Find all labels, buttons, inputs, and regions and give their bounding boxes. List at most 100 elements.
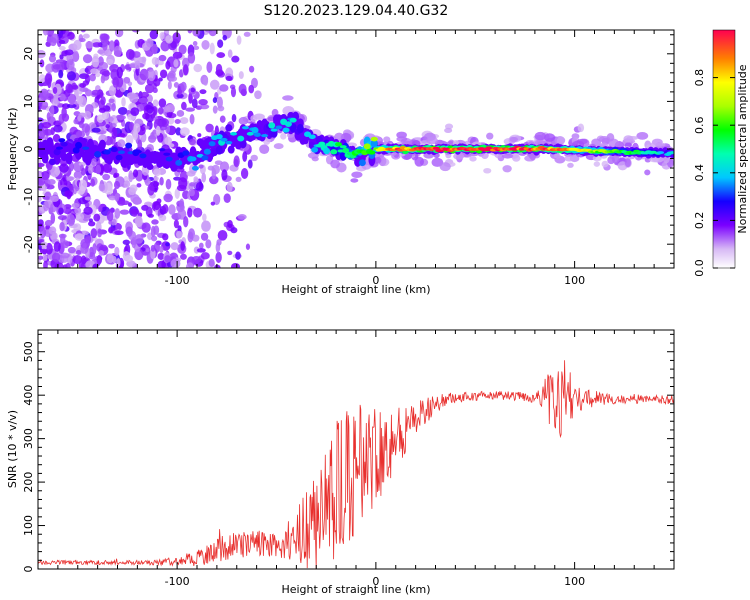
spectrogram-cell (212, 105, 218, 114)
spectrogram-cell (114, 246, 120, 256)
spectrogram-cell (201, 40, 210, 50)
spectrogram-cell (98, 183, 106, 192)
spectrogram-cell (330, 159, 341, 169)
spectrogram-cell (150, 244, 156, 252)
spectrogram-cell (97, 49, 105, 55)
spectrogram-ridge-cell (55, 146, 63, 150)
spectrogram-cell (280, 132, 287, 140)
snr-xtick-label: 100 (564, 575, 585, 588)
spectrogram-cell (65, 262, 71, 268)
spectrogram-cell (159, 176, 164, 186)
spectrogram-cell (191, 98, 198, 109)
spectrogram-cell (222, 34, 228, 41)
spectrogram-cell (74, 233, 85, 241)
snr-ylabel: SNR (10 * v/v) (6, 410, 19, 488)
spectrogram-cell (102, 163, 113, 174)
spectrogram-cell (147, 69, 156, 82)
spectrogram-cell (44, 73, 53, 85)
spectrogram-cell (212, 97, 218, 104)
spectrogram-cell (176, 93, 184, 99)
spectrogram-cell (159, 32, 165, 40)
spectrogram-cell (72, 50, 80, 62)
spectrogram-cell (188, 92, 193, 104)
spectrogram-cell (168, 70, 176, 79)
spectrogram-cell (83, 206, 93, 215)
spectrogram-cell (128, 170, 134, 183)
spectrogram-ridge-cell (48, 158, 56, 166)
spectrogram-ridge-cell (323, 147, 331, 155)
spectrogram-ridge-cell (370, 139, 378, 148)
spectrogram-cell (216, 239, 222, 246)
spectrogram-cell (42, 254, 48, 262)
spectrogram-cell (431, 157, 444, 167)
spectrogram-cell (117, 132, 126, 138)
spectrogram-cell (215, 251, 222, 264)
spectrogram-cell (39, 226, 47, 239)
spectrogram-cell (57, 30, 64, 39)
spectrogram-cell (151, 219, 159, 225)
spectrogram-cell (75, 130, 86, 139)
spectrogram-ridge-cell (225, 124, 233, 132)
spectrogram-ridge-cell (53, 148, 61, 156)
spectrogram-cell (53, 97, 59, 105)
spectrogram-cell (567, 162, 574, 168)
spectrogram-cell (556, 137, 565, 146)
spectrogram-cell (115, 30, 124, 38)
spectrogram-cell (82, 54, 93, 64)
spectrogram-cell (195, 181, 204, 192)
spectrogram-cell (607, 138, 619, 148)
spectrogram-cell (108, 98, 115, 104)
spectrogram-cell (200, 252, 210, 260)
spectrogram-cell (183, 216, 189, 228)
spectrogram-ridge-cell (203, 148, 211, 155)
spectrogram-cell (197, 133, 202, 138)
spectrogram-cell (165, 242, 170, 247)
spectrogram-ridge-cell (311, 146, 319, 153)
spectrogram-cell (188, 188, 195, 197)
spectrogram-cell (185, 107, 195, 112)
spectrogram-cell (144, 83, 155, 94)
spectrogram-cell (100, 33, 109, 41)
spectrogram-ridge-cell (656, 151, 664, 155)
spectrogram-cell (111, 127, 118, 139)
spectrogram-cell (502, 165, 512, 173)
spectrogram-ridge-cell (189, 156, 197, 162)
snr-ytick-label: 0 (22, 566, 35, 573)
spectrogram-cell (238, 116, 249, 125)
spectrogram-cell (181, 101, 187, 111)
spectrogram-cell (125, 134, 134, 145)
spectrogram-cell (193, 207, 203, 218)
spectrogram-cell (64, 190, 73, 198)
spectrogram-cell (165, 178, 172, 190)
spectrogram-cell (374, 156, 382, 164)
spectrogram-cell (351, 171, 363, 178)
spectrogram-cell (173, 59, 179, 68)
spectrogram-cell (82, 33, 90, 39)
spectrogram-cell (215, 63, 223, 75)
spectrogram-cell (134, 234, 144, 244)
spectrogram-cell (85, 89, 93, 97)
spectrogram-cell (577, 123, 585, 133)
spectrogram-cell (141, 222, 151, 233)
spectrogram-cell (68, 95, 75, 106)
spectrogram-ridge-cell (339, 145, 347, 149)
spectrogram-ridge-cell (261, 133, 269, 138)
spectrogram-ridge-cell (103, 149, 111, 155)
spectrogram-cell (80, 238, 91, 249)
spectrogram-ridge-cell (301, 137, 309, 145)
spectrogram-cell (129, 121, 134, 131)
spectrogram-cell (153, 225, 160, 235)
colorbar-tick-label: 0.2 (693, 212, 706, 230)
spectrogram-cell (162, 203, 169, 214)
spectrogram-cell (43, 260, 48, 268)
spectrogram-cell (111, 102, 116, 112)
spectrogram-ridge-cell (342, 147, 350, 154)
spectrogram-cell (133, 123, 141, 134)
spectrogram-cell (108, 220, 113, 225)
spectrogram-cell (39, 88, 49, 101)
spectrogram-cell (81, 123, 91, 133)
spectrogram-cell (598, 136, 611, 143)
spectrogram-cell (38, 176, 45, 186)
colorbar-label: Normalized spectral amplitude (736, 64, 749, 233)
spectrogram-xtick-label: -100 (165, 274, 190, 287)
